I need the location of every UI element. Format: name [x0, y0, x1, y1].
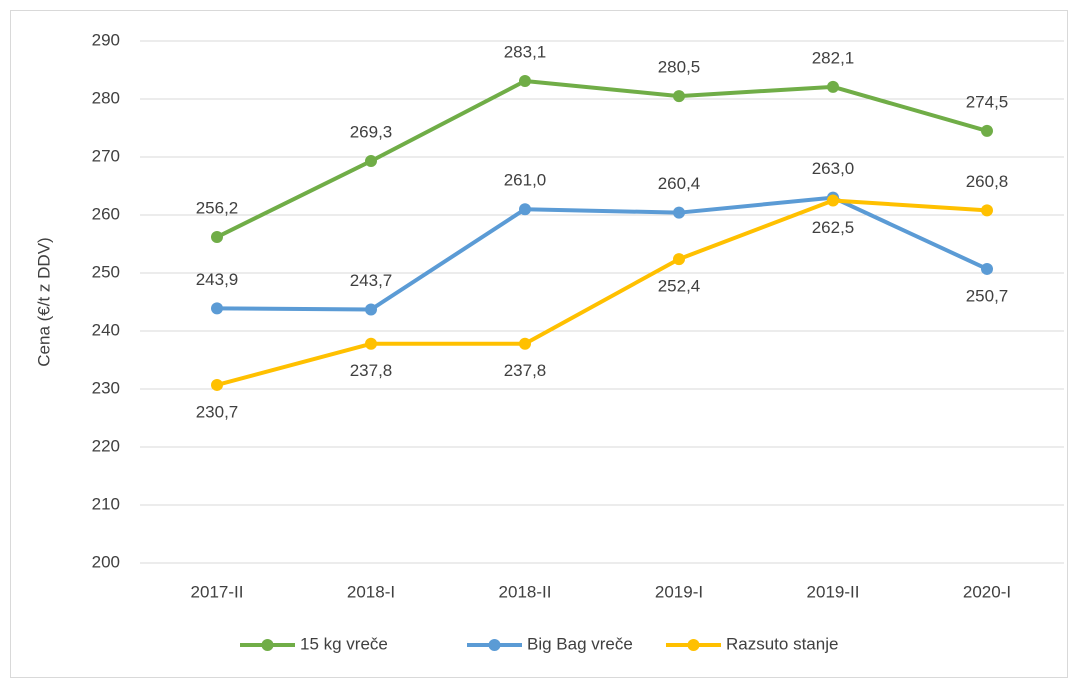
data-label: 260,4 — [658, 174, 701, 193]
data-label: 243,9 — [196, 270, 239, 289]
legend-marker — [488, 639, 501, 651]
legend-label: Razsuto stanje — [726, 634, 838, 653]
data-point — [519, 75, 531, 88]
data-point — [365, 155, 377, 168]
data-label: 274,5 — [966, 92, 1009, 111]
data-point — [981, 262, 993, 275]
x-tick-label: 2019-II — [807, 582, 860, 601]
data-label: 256,2 — [196, 199, 239, 218]
legend-label: Big Bag vreče — [527, 634, 633, 653]
series-line — [216, 195, 988, 312]
x-tick-label: 2018-I — [347, 582, 395, 601]
data-label: 269,3 — [350, 123, 393, 142]
data-point — [673, 253, 685, 266]
y-tick-label: 240 — [92, 320, 120, 339]
y-axis-title: Cena (€/t z DDV) — [34, 237, 53, 366]
data-point — [673, 206, 685, 219]
data-point — [211, 231, 223, 244]
y-tick-label: 280 — [92, 88, 120, 107]
data-label: 230,7 — [196, 402, 239, 421]
data-point — [673, 90, 685, 103]
y-tick-label: 250 — [92, 262, 120, 281]
data-point — [827, 80, 839, 93]
data-label: 282,1 — [812, 48, 855, 67]
x-tick-label: 2018-II — [499, 582, 552, 601]
x-tick-label: 2020-I — [963, 582, 1011, 601]
legend-marker — [687, 639, 700, 651]
y-tick-label: 220 — [92, 436, 120, 455]
data-label: 243,7 — [350, 271, 393, 290]
data-point — [365, 303, 377, 316]
data-point — [519, 337, 531, 350]
data-label: 280,5 — [658, 58, 701, 77]
data-label: 262,5 — [812, 218, 855, 237]
data-point — [365, 337, 377, 350]
data-point — [981, 124, 993, 137]
y-tick-label: 230 — [92, 378, 120, 397]
data-point — [827, 194, 839, 207]
data-label: 261,0 — [504, 171, 547, 190]
x-tick-label: 2017-II — [191, 582, 244, 601]
series-line — [216, 79, 988, 239]
y-tick-label: 260 — [92, 204, 120, 223]
y-tick-label: 290 — [92, 30, 120, 49]
y-tick-label: 210 — [92, 494, 120, 513]
x-tick-label: 2019-I — [655, 582, 703, 601]
data-label: 252,4 — [658, 277, 701, 296]
legend-label: 15 kg vreče — [300, 634, 388, 653]
data-point — [519, 203, 531, 216]
legend-marker — [261, 639, 274, 651]
data-label: 283,1 — [504, 43, 547, 62]
data-point — [211, 378, 223, 391]
chart-border — [10, 10, 1068, 678]
data-point — [211, 302, 223, 315]
data-label: 260,8 — [966, 172, 1009, 191]
data-label: 263,0 — [812, 159, 855, 178]
data-point — [981, 204, 993, 217]
y-tick-label: 200 — [92, 552, 120, 571]
data-label: 237,8 — [504, 361, 547, 380]
data-label: 237,8 — [350, 361, 393, 380]
series-line — [216, 198, 988, 387]
data-label: 250,7 — [966, 286, 1009, 305]
y-tick-label: 270 — [92, 146, 120, 165]
